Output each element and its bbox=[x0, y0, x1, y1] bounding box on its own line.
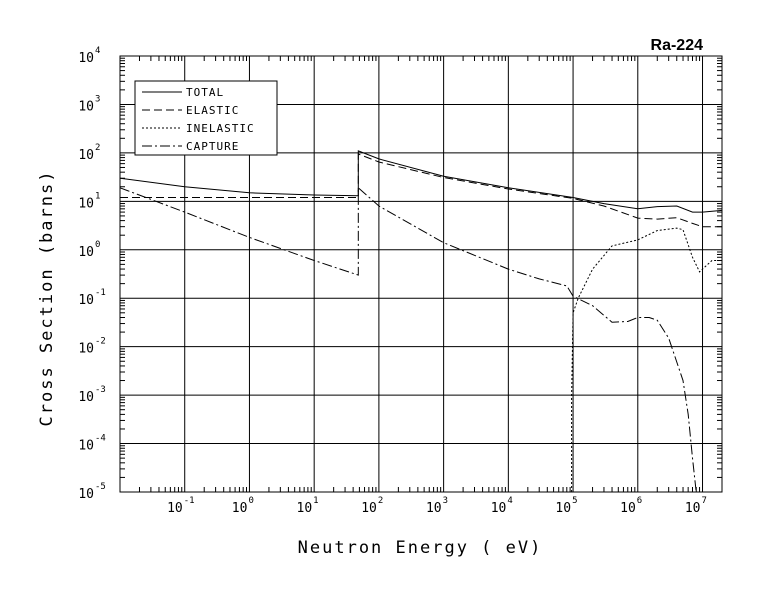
plot-frame bbox=[119, 55, 723, 493]
legend-label-elastic: ELASTIC bbox=[186, 104, 239, 117]
x-tick-label: 10 bbox=[232, 501, 248, 516]
y-tick-exponent: -1 bbox=[95, 288, 106, 298]
y-tick-exponent: -5 bbox=[95, 482, 106, 492]
series-line-total bbox=[119, 150, 723, 213]
x-tick-label: 10 bbox=[167, 501, 183, 516]
x-tick-exponent: 1 bbox=[313, 496, 318, 506]
x-tick-exponent: 4 bbox=[507, 496, 512, 506]
y-tick-label: 10 bbox=[78, 99, 94, 114]
x-tick-label: 10 bbox=[620, 501, 636, 516]
y-axis-title: Cross Section (barns) bbox=[37, 170, 57, 427]
series-layer bbox=[119, 150, 723, 493]
y-tick-label: 10 bbox=[78, 439, 94, 454]
x-tick-label: 10 bbox=[491, 501, 507, 516]
x-tick-labels: 10 -1 10 0 10 1 10 2 10 3 10 4 10 5 10 6 10 7 bbox=[167, 496, 707, 516]
y-tick-label: 10 bbox=[78, 51, 94, 66]
legend-label-inelastic: INELASTIC bbox=[186, 122, 255, 135]
y-tick-exponent: -4 bbox=[95, 434, 106, 444]
y-tick-exponent: 4 bbox=[95, 46, 100, 56]
chart-title: Ra-224 bbox=[651, 37, 704, 54]
y-tick-label: 10 bbox=[78, 390, 94, 405]
legend-box bbox=[134, 80, 278, 156]
y-tick-label: 10 bbox=[78, 342, 94, 357]
y-tick-exponent: 2 bbox=[95, 143, 100, 153]
x-tick-label: 10 bbox=[361, 501, 377, 516]
x-tick-exponent: 0 bbox=[248, 496, 253, 506]
y-tick-label: 10 bbox=[78, 245, 94, 260]
y-tick-exponent: -3 bbox=[95, 385, 106, 395]
y-tick-label: 10 bbox=[78, 196, 94, 211]
x-tick-exponent: 6 bbox=[637, 496, 642, 506]
x-tick-label: 10 bbox=[685, 501, 701, 516]
y-tick-exponent: 1 bbox=[95, 191, 100, 201]
x-tick-label: 10 bbox=[555, 501, 571, 516]
y-tick-label: 10 bbox=[78, 148, 94, 163]
y-tick-label: 10 bbox=[78, 487, 94, 502]
y-tick-label: 10 bbox=[78, 293, 94, 308]
legend-label-total: TOTAL bbox=[186, 86, 224, 99]
series-line-capture bbox=[119, 186, 697, 493]
x-tick-label: 10 bbox=[297, 501, 313, 516]
x-tick-exponent: 2 bbox=[378, 496, 383, 506]
series-line-elastic bbox=[120, 153, 722, 228]
legend: TOTAL ELASTIC INELASTIC CAPTURE bbox=[134, 80, 278, 156]
x-axis-title: Neutron Energy ( eV) bbox=[298, 538, 543, 558]
x-tick-exponent: 3 bbox=[443, 496, 448, 506]
x-tick-exponent: 5 bbox=[572, 496, 577, 506]
x-tick-exponent: 7 bbox=[702, 496, 707, 506]
y-tick-exponent: 0 bbox=[95, 240, 100, 250]
y-tick-exponent: -2 bbox=[95, 337, 106, 347]
series-line-inelastic bbox=[571, 227, 722, 492]
legend-label-capture: CAPTURE bbox=[186, 140, 239, 153]
y-tick-exponent: 3 bbox=[95, 94, 100, 104]
x-tick-exponent: -1 bbox=[184, 496, 195, 506]
x-tick-label: 10 bbox=[426, 501, 442, 516]
